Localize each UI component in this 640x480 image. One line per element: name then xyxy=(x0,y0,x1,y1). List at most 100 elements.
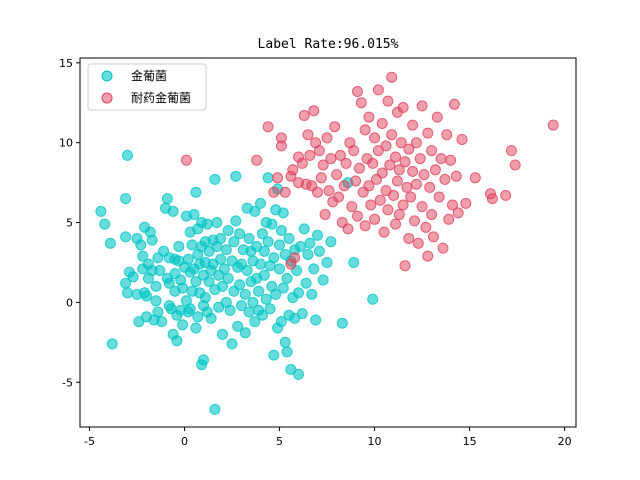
scatter-point-series-2-71 xyxy=(388,189,400,201)
scatter-point-series-1-15 xyxy=(137,250,149,262)
scatter-point-series-2-25 xyxy=(317,159,329,171)
scatter-point-series-1-146 xyxy=(262,236,274,248)
scatter-point-series-1-149 xyxy=(266,218,278,230)
scatter-point-series-2-56 xyxy=(369,213,381,225)
scatter-point-series-1-179 xyxy=(298,223,310,235)
scatter-point-series-1-67 xyxy=(190,322,202,334)
scatter-point-series-2-69 xyxy=(386,129,398,141)
scatter-point-series-2-79 xyxy=(397,199,409,211)
scatter-point-series-1-129 xyxy=(247,296,259,308)
legend: 金葡菌 耐药金葡菌 xyxy=(87,63,207,111)
scatter-point-series-2-94 xyxy=(416,201,428,213)
scatter-point-series-2-101 xyxy=(426,209,438,220)
scatter-point-series-2-73 xyxy=(390,218,401,230)
scatter-point-series-1-109 xyxy=(226,338,238,350)
x-tick-label: 5 xyxy=(276,435,283,448)
scatter-point-series-1-31 xyxy=(154,265,166,276)
scatter-point-series-2-54 xyxy=(367,157,379,169)
scatter-point-series-1-142 xyxy=(258,269,270,281)
scatter-point-series-1-68 xyxy=(190,186,202,198)
x-tick-label: 15 xyxy=(463,435,477,448)
scatter-point-series-2-36 xyxy=(338,180,350,192)
scatter-point-series-2-61 xyxy=(376,167,388,179)
scatter-point-series-2-81 xyxy=(399,156,411,168)
scatter-point-series-1-187 xyxy=(313,245,325,257)
scatter-point-series-2-7 xyxy=(279,186,291,198)
scatter-point-series-2-18 xyxy=(304,149,316,161)
scatter-point-series-2-44 xyxy=(352,210,363,222)
scatter-point-series-1-95 xyxy=(211,217,223,228)
scatter-point-series-2-72 xyxy=(390,151,401,163)
scatter-point-series-1-92 xyxy=(209,173,221,185)
scatter-point-series-2-0 xyxy=(180,154,192,166)
scatter-point-series-1-24 xyxy=(146,234,158,246)
scatter-point-series-2-59 xyxy=(372,84,384,96)
scatter-point-series-2-74 xyxy=(391,175,403,187)
scatter-point-series-1-7 xyxy=(120,193,132,205)
scatter-point-series-1-3 xyxy=(106,338,118,350)
scatter-point-series-1-141 xyxy=(258,245,270,257)
points-layer xyxy=(95,71,559,415)
scatter-point-series-1-117 xyxy=(234,279,246,291)
scatter-point-series-1-159 xyxy=(275,225,287,236)
scatter-point-series-1-42 xyxy=(167,205,179,217)
scatter-point-series-2-106 xyxy=(433,191,445,203)
x-tick-label: 0 xyxy=(181,435,188,448)
scatter-point-series-2-45 xyxy=(353,162,365,174)
y-tick-label: -5 xyxy=(62,376,73,389)
x-tick-label: 20 xyxy=(558,435,572,448)
scatter-point-series-1-176 xyxy=(293,368,304,380)
scatter-point-series-2-100 xyxy=(424,181,436,193)
scatter-point-series-2-67 xyxy=(382,204,394,216)
scatter-point-series-1-98 xyxy=(215,253,227,265)
scatter-point-series-1-105 xyxy=(222,225,234,236)
scatter-point-series-1-166 xyxy=(281,272,293,284)
scatter-point-series-2-3 xyxy=(268,186,280,198)
scatter-point-series-1-52 xyxy=(177,282,189,294)
scatter-point-series-2-84 xyxy=(403,143,415,155)
scatter-point-series-1-167 xyxy=(283,233,295,244)
scatter-point-series-1-178 xyxy=(296,308,308,320)
scatter-point-series-2-124 xyxy=(509,159,521,171)
scatter-point-series-1-191 xyxy=(336,317,348,329)
scatter-point-series-1-2 xyxy=(104,237,116,249)
scatter-point-series-1-115 xyxy=(232,320,244,332)
scatter-point-series-2-119 xyxy=(469,172,481,184)
scatter-point-series-1-1 xyxy=(99,218,111,230)
scatter-point-series-2-89 xyxy=(409,215,420,227)
scatter-point-series-1-4 xyxy=(120,231,132,243)
scatter-point-series-1-126 xyxy=(243,306,255,318)
scatter-point-series-2-6 xyxy=(275,132,287,144)
scatter-point-series-1-145 xyxy=(262,172,274,184)
scatter-point-series-1-184 xyxy=(308,263,320,275)
scatter-point-series-2-42 xyxy=(350,175,362,187)
ticks-layer: -5 0 5 10 15 20 -5 0 5 10 15 xyxy=(59,57,572,448)
scatter-point-series-2-98 xyxy=(422,127,434,139)
scatter-point-series-2-115 xyxy=(450,170,462,182)
scatter-point-series-2-107 xyxy=(435,153,447,165)
scatter-point-series-2-93 xyxy=(414,153,426,165)
scatter-point-series-1-140 xyxy=(256,309,268,321)
scatter-point-series-2-64 xyxy=(380,140,392,152)
scatter-point-series-2-104 xyxy=(429,164,441,176)
scatter-point-series-2-34 xyxy=(334,149,346,161)
scatter-point-series-1-132 xyxy=(249,316,261,328)
scatter-point-series-2-82 xyxy=(399,260,411,272)
scatter-point-series-1-10 xyxy=(127,271,139,283)
scatter-point-series-1-107 xyxy=(224,304,236,316)
scatter-point-series-1-32 xyxy=(156,316,168,328)
scatter-point-series-1-157 xyxy=(274,239,285,251)
scatter-point-series-1-27 xyxy=(150,280,162,292)
scatter-point-series-1-186 xyxy=(312,229,323,241)
scatter-point-series-1-121 xyxy=(239,288,251,300)
scatter-point-series-1-62 xyxy=(186,239,198,251)
scatter-point-series-1-110 xyxy=(228,236,240,248)
scatter-point-series-1-93 xyxy=(209,403,221,415)
scatter-point-series-1-144 xyxy=(260,293,272,305)
x-tick-label: 10 xyxy=(368,435,382,448)
scatter-point-series-1-6 xyxy=(122,149,133,161)
scatter-point-series-2-55 xyxy=(369,132,381,144)
scatter-point-series-1-53 xyxy=(177,319,189,331)
scatter-point-series-1-100 xyxy=(217,280,228,292)
